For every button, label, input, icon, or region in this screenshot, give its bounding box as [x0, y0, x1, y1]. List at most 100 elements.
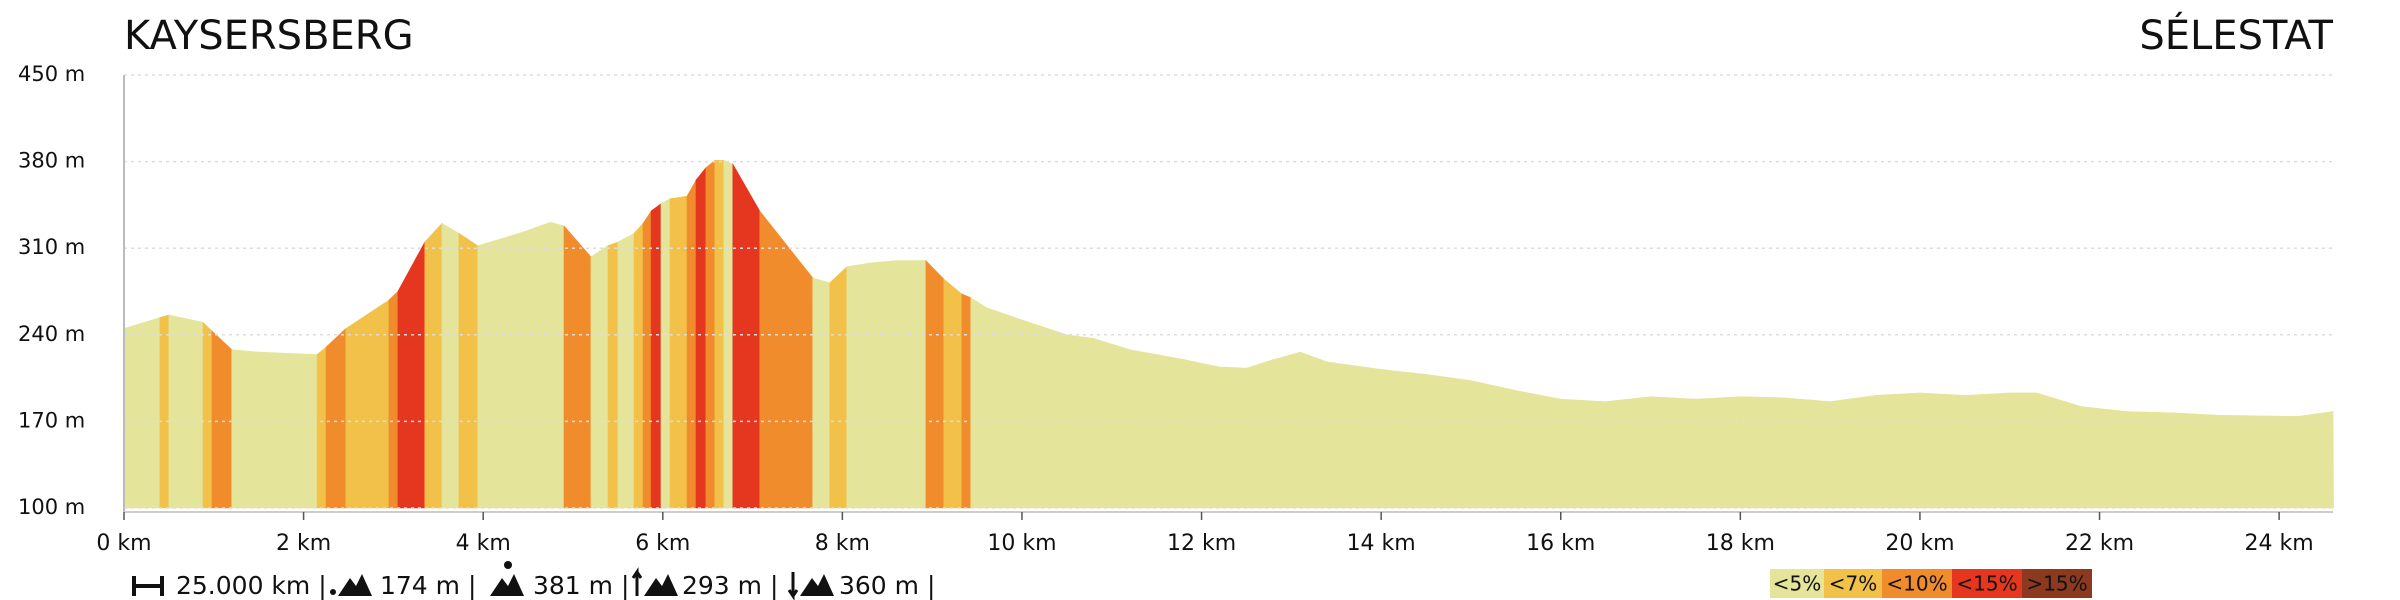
y-tick-label: 170 m	[18, 408, 85, 432]
profile-segment	[1093, 338, 1131, 509]
profile-segment	[607, 241, 619, 509]
profile-segment	[617, 232, 635, 509]
x-tick-label: 16 km	[1526, 531, 1595, 556]
profile-segment	[1326, 361, 1383, 509]
profile-segment	[518, 221, 552, 509]
profile-segment	[1605, 396, 1652, 509]
profile-segment	[316, 346, 327, 509]
profile-segment	[159, 314, 170, 509]
x-tick-label: 6 km	[635, 531, 690, 556]
stat: 381 m |	[533, 571, 629, 600]
icon	[504, 561, 512, 569]
profile-segment	[345, 299, 390, 509]
profile-segment	[961, 293, 972, 509]
title-start: KAYSERSBERG	[124, 13, 414, 59]
profile-segment	[231, 349, 260, 509]
profile-segment	[424, 222, 443, 509]
profile-segment	[925, 259, 945, 509]
profile-segment	[1650, 396, 1697, 509]
legend-label: <5%	[1773, 572, 1822, 596]
profile-segment	[812, 277, 831, 509]
x-tick-label: 0 km	[96, 531, 151, 556]
profile-segment	[1695, 396, 1742, 509]
profile-segment	[1273, 351, 1302, 509]
legend-label: <7%	[1829, 572, 1878, 596]
x-tick-label: 4 km	[456, 531, 511, 556]
profile-segment	[943, 278, 963, 509]
profile-segment	[1425, 374, 1472, 509]
profile-segment	[590, 245, 609, 509]
title-end: SÉLESTAT	[2139, 11, 2333, 59]
profile-segment	[325, 327, 347, 509]
profile-segment	[650, 203, 662, 509]
profile-segment	[388, 290, 399, 509]
icon	[330, 589, 336, 595]
icon	[338, 574, 372, 596]
profile-segment	[1919, 392, 1966, 509]
profile-segment	[1784, 397, 1832, 509]
profile-segment	[1021, 319, 1068, 509]
profile-segment	[895, 260, 927, 509]
legend-swatch	[2022, 569, 2092, 598]
stat: 360 m |	[839, 571, 935, 600]
plot	[123, 159, 2334, 509]
profile-segment	[1129, 349, 1185, 509]
profile-segment	[168, 314, 204, 509]
profile-segment	[550, 221, 565, 509]
x-tick-label: 20 km	[1885, 531, 1954, 556]
profile-segment	[2215, 414, 2298, 509]
profile-segment	[2126, 411, 2173, 509]
legend-swatch	[1952, 569, 2022, 598]
profile-segment	[1380, 369, 1427, 509]
stat: 293 m |	[682, 571, 778, 600]
x-tick-label: 14 km	[1347, 531, 1416, 556]
y-tick-label: 450 m	[18, 62, 85, 86]
x-tick-label: 10 km	[987, 531, 1056, 556]
profile-segment	[1560, 398, 1607, 509]
profile-segment	[686, 179, 697, 509]
y-tick-label: 310 m	[18, 235, 85, 259]
stat: 174 m |	[380, 571, 476, 600]
legend-label: <15%	[1956, 572, 2017, 596]
legend-swatch	[1770, 569, 1824, 598]
icon	[631, 567, 643, 596]
x-tick-label: 24 km	[2245, 531, 2314, 556]
icon	[160, 576, 164, 596]
profile-segment	[846, 262, 871, 509]
profile-segment	[829, 266, 848, 509]
legend-swatch	[1824, 569, 1882, 598]
profile-segment	[1183, 359, 1221, 509]
profile-segment	[2009, 392, 2038, 509]
profile-segment	[397, 241, 426, 509]
legend-label: <10%	[1886, 572, 1947, 596]
x-tick-label: 12 km	[1167, 531, 1236, 556]
profile-segment	[1964, 392, 2011, 509]
profile-segment	[441, 222, 460, 509]
legend-swatch	[1882, 569, 1952, 598]
profile-segment	[633, 222, 644, 509]
profile-segment	[2296, 411, 2334, 509]
stat: 25.000 km |	[176, 571, 327, 600]
x-tick-label: 8 km	[815, 531, 870, 556]
profile-segment	[1740, 396, 1787, 509]
profile-segment	[211, 330, 233, 509]
profile-segment	[1874, 392, 1921, 509]
profile-segment	[123, 317, 161, 509]
profile-segment	[1219, 366, 1248, 509]
x-tick-label: 18 km	[1706, 531, 1775, 556]
y-tick-label: 240 m	[18, 322, 85, 346]
legend-label: >15%	[2026, 572, 2087, 596]
profile-segment	[2036, 392, 2083, 509]
profile-segment	[563, 225, 592, 509]
profile-segment	[1829, 395, 1876, 509]
profile-segment	[1300, 351, 1329, 509]
profile-segment	[985, 307, 1023, 509]
profile-segment	[660, 198, 671, 509]
profile-segment	[869, 260, 898, 509]
icon	[134, 584, 160, 588]
icon	[490, 574, 524, 596]
profile-segment	[1470, 380, 1517, 509]
x-tick-label: 22 km	[2065, 531, 2134, 556]
